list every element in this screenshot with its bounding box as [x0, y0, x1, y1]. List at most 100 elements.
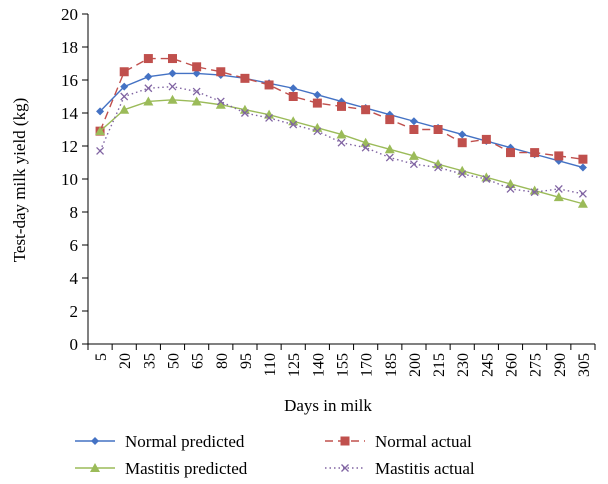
- data-point-diamond: [192, 69, 201, 78]
- y-tick-label: 6: [70, 236, 79, 255]
- data-point-diamond: [578, 163, 587, 172]
- x-tick-label: 200: [407, 353, 424, 377]
- data-point-x: [120, 92, 129, 101]
- data-point-square: [409, 125, 419, 134]
- data-point-x: [506, 184, 515, 193]
- data-point-diamond: [144, 72, 153, 81]
- data-point-x: [96, 146, 105, 155]
- data-point-square: [530, 148, 540, 158]
- data-point-triangle: [119, 104, 130, 114]
- data-point-triangle: [457, 165, 468, 175]
- data-point-x: [144, 84, 153, 93]
- data-point-triangle: [408, 150, 419, 160]
- data-point-x: [337, 138, 346, 147]
- data-point-triangle: [577, 198, 588, 208]
- data-point-triangle: [191, 96, 202, 106]
- data-point-triangle: [553, 192, 564, 202]
- x-tick-label: 35: [141, 353, 158, 369]
- y-tick-label: 8: [70, 203, 79, 222]
- data-point-square: [143, 54, 153, 64]
- y-tick-label: 2: [70, 302, 79, 321]
- data-point-triangle: [264, 109, 275, 119]
- x-axis-label: Days in milk: [284, 396, 372, 415]
- data-point-x: [361, 143, 370, 152]
- data-point-diamond: [409, 117, 418, 126]
- legend-item: Normal actual: [325, 432, 472, 451]
- y-tick-label: 16: [61, 71, 78, 90]
- y-tick-label: 0: [70, 335, 79, 354]
- data-point-triangle: [167, 94, 178, 104]
- data-point-square: [264, 80, 274, 90]
- data-point-square: [288, 92, 298, 101]
- x-tick-label: 140: [310, 353, 327, 377]
- data-point-square: [340, 436, 350, 446]
- data-point-square: [457, 138, 467, 148]
- data-point-triangle: [481, 172, 492, 182]
- x-tick-label: 155: [335, 353, 352, 377]
- x-tick-label: 185: [383, 353, 400, 377]
- y-tick-label: 12: [61, 137, 78, 156]
- legend-label: Normal predicted: [125, 432, 245, 451]
- data-point-triangle: [288, 116, 299, 126]
- data-point-diamond: [168, 69, 177, 78]
- y-tick-label: 20: [61, 5, 78, 24]
- data-point-x: [578, 189, 587, 198]
- data-point-x: [385, 153, 394, 162]
- legend-label: Mastitis predicted: [125, 459, 248, 478]
- x-tick-label: 95: [238, 353, 255, 369]
- data-point-diamond: [120, 82, 129, 91]
- data-point-x: [265, 113, 274, 122]
- x-tick-label: 230: [455, 353, 472, 377]
- x-tick-label: 260: [504, 353, 521, 377]
- x-tick-label: 290: [552, 353, 569, 377]
- data-point-square: [433, 125, 443, 134]
- data-point-x: [216, 97, 225, 106]
- x-tick-label: 215: [431, 353, 448, 377]
- data-point-x: [313, 127, 322, 136]
- x-tick-label: 65: [190, 353, 207, 369]
- data-point-triangle: [143, 96, 154, 106]
- legend-label: Normal actual: [375, 432, 472, 451]
- x-tick-label: 170: [359, 353, 376, 377]
- x-tick-label: 125: [286, 353, 303, 377]
- data-point-square: [192, 62, 202, 72]
- data-point-x: [240, 109, 249, 117]
- data-point-x: [168, 82, 177, 91]
- data-point-x: [554, 184, 563, 193]
- x-axis: 5 20 35 50 65 80 95 110 125 140 155 170 185 200 215 230…: [87, 343, 596, 377]
- y-tick-label: 10: [61, 170, 78, 189]
- data-point-square: [385, 115, 395, 125]
- data-point-x: [341, 464, 349, 472]
- x-tick-label: 305: [576, 353, 593, 377]
- data-point-x: [434, 163, 443, 172]
- data-point-square: [578, 154, 588, 164]
- data-point-square: [481, 134, 491, 144]
- data-point-square: [312, 98, 322, 108]
- y-axis-label: Test-day milk yield (kg): [10, 98, 29, 263]
- data-point-diamond: [91, 437, 99, 445]
- legend-item: Normal predicted: [75, 432, 245, 451]
- data-point-x: [530, 188, 539, 197]
- x-tick-label: 110: [262, 353, 279, 376]
- x-tick-label: 5: [93, 353, 110, 361]
- data-point-triangle: [90, 463, 100, 472]
- data-point-triangle: [433, 159, 444, 169]
- y-tick-label: 14: [61, 104, 79, 123]
- data-point-x: [482, 175, 491, 183]
- y-tick-label: 4: [70, 269, 79, 288]
- y-tick-label: 18: [61, 38, 78, 57]
- data-point-x: [458, 170, 467, 179]
- data-point-diamond: [458, 130, 467, 139]
- data-point-triangle: [215, 99, 226, 109]
- data-point-triangle: [336, 129, 347, 139]
- data-point-square: [361, 105, 371, 115]
- series-layer: [95, 54, 588, 208]
- y-axis: 0 2 4 6 8 10 12 14 16 18 20: [61, 5, 89, 354]
- data-point-diamond: [313, 90, 322, 99]
- data-point-x: [192, 87, 201, 96]
- data-point-square: [337, 101, 346, 111]
- data-point-triangle: [95, 126, 106, 136]
- x-tick-label: 245: [479, 353, 496, 377]
